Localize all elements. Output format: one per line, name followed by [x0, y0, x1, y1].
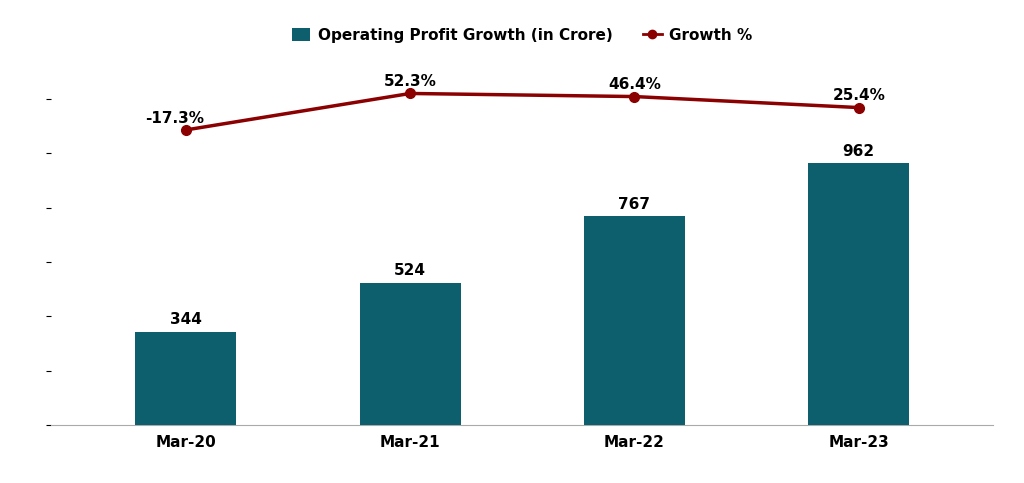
Text: 46.4%: 46.4% — [608, 77, 660, 92]
Text: -17.3%: -17.3% — [145, 111, 204, 126]
Text: 52.3%: 52.3% — [384, 74, 436, 89]
Bar — [808, 163, 909, 425]
Text: 767: 767 — [618, 198, 650, 213]
Text: 962: 962 — [843, 144, 874, 159]
Bar — [584, 216, 685, 425]
Text: 344: 344 — [170, 313, 202, 327]
Bar — [359, 283, 461, 425]
Text: 25.4%: 25.4% — [833, 88, 885, 103]
Bar — [135, 331, 237, 425]
Text: 524: 524 — [394, 264, 426, 279]
Legend: Operating Profit Growth (in Crore), Growth %: Operating Profit Growth (in Crore), Grow… — [286, 22, 759, 49]
